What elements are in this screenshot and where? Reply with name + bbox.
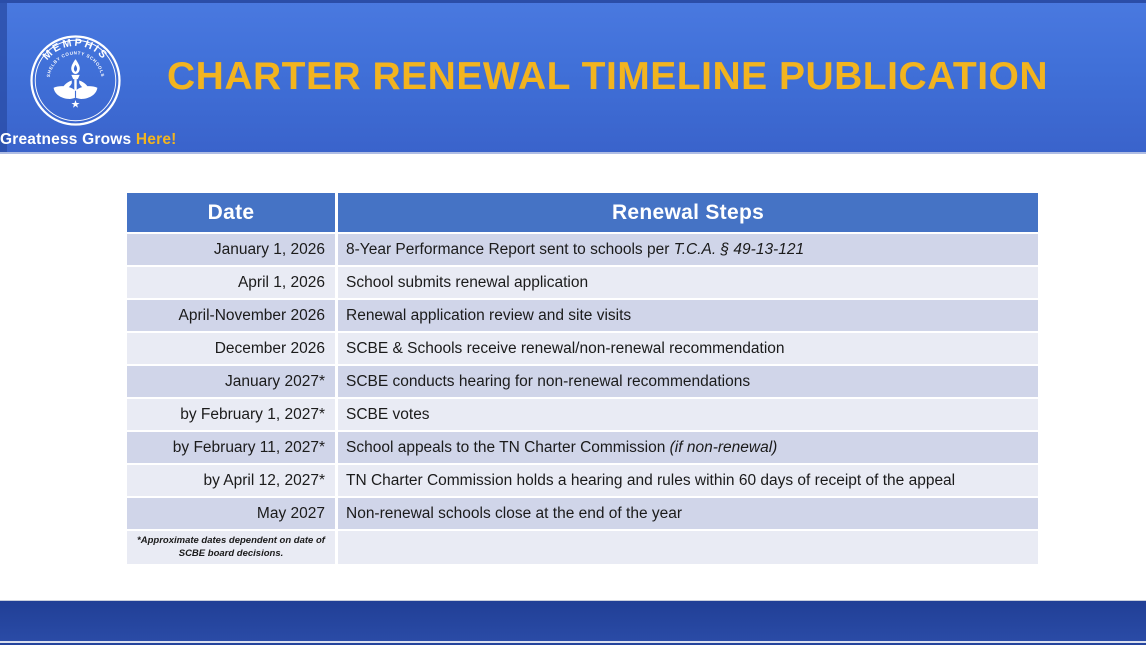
seal-arc-text-memphis: MEMPHIS (40, 37, 108, 63)
step-text: 8-Year Performance Report sent to school… (346, 240, 674, 258)
tagline-text: Greatness Grows (0, 131, 132, 148)
table-footnote-row: *Approximate dates dependent on date of … (127, 531, 1038, 564)
district-tagline: Greatness Grows Here! (0, 131, 176, 149)
table-header-row: Date Renewal Steps (127, 193, 1038, 232)
date-cell: by April 12, 2027* (127, 465, 335, 496)
tagline-accent: Here! (135, 131, 177, 148)
date-cell: April 1, 2026 (127, 267, 335, 298)
date-cell: by February 1, 2027* (127, 399, 335, 430)
steps-column-header: Renewal Steps (338, 193, 1038, 232)
step-cell: TN Charter Commission holds a hearing an… (338, 465, 1038, 496)
district-logo: MEMPHIS SHELBY COUNTY SCHOOLS (0, 8, 176, 149)
footer-divider-line (0, 641, 1146, 643)
footer-bar (0, 600, 1146, 645)
table-row: January 2027* SCBE conducts hearing for … (127, 366, 1038, 397)
table-row: by February 1, 2027* SCBE votes (127, 399, 1038, 430)
slide-content: Date Renewal Steps January 1, 2026 8-Yea… (0, 156, 1146, 600)
step-text: SCBE & Schools receive renewal/non-renew… (346, 339, 785, 357)
table-footnote: *Approximate dates dependent on date of … (127, 531, 335, 564)
district-seal-icon: MEMPHIS SHELBY COUNTY SCHOOLS (29, 35, 121, 126)
step-text: SCBE conducts hearing for non-renewal re… (346, 372, 751, 390)
step-cell: School appeals to the TN Charter Commiss… (338, 432, 1038, 463)
footer-bar-bottom (0, 643, 1146, 645)
date-cell: by February 11, 2027* (127, 432, 335, 463)
banner-top-edge (0, 0, 1146, 3)
step-text: School submits renewal application (346, 273, 589, 291)
step-cell: 8-Year Performance Report sent to school… (338, 234, 1038, 265)
banner-left-edge (0, 0, 7, 152)
date-cell: January 1, 2026 (127, 234, 335, 265)
svg-text:MEMPHIS: MEMPHIS (40, 37, 110, 63)
table-row: April-November 2026 Renewal application … (127, 300, 1038, 331)
step-text: SCBE votes (346, 405, 430, 423)
table-row: by February 11, 2027* School appeals to … (127, 432, 1038, 463)
date-cell: December 2026 (127, 333, 335, 364)
table-row: January 1, 2026 8-Year Performance Repor… (127, 234, 1038, 265)
step-text-italic: (if non-renewal) (669, 438, 778, 456)
step-cell: SCBE conducts hearing for non-renewal re… (338, 366, 1038, 397)
step-cell: SCBE votes (338, 399, 1038, 430)
step-cell: SCBE & Schools receive renewal/non-renew… (338, 333, 1038, 364)
date-cell: January 2027* (127, 366, 335, 397)
step-cell: School submits renewal application (338, 267, 1038, 298)
footer-bar-main (0, 600, 1146, 641)
empty-cell (338, 531, 1038, 564)
step-cell: Non-renewal schools close at the end of … (338, 498, 1038, 529)
table-row: by April 12, 2027* TN Charter Commission… (127, 465, 1038, 496)
step-cell: Renewal application review and site visi… (338, 300, 1038, 331)
step-text-italic: T.C.A. § 49-13-121 (673, 240, 805, 258)
step-text: School appeals to the TN Charter Commiss… (346, 438, 670, 456)
table-row: May 2027 Non-renewal schools close at th… (127, 498, 1038, 529)
step-text: Non-renewal schools close at the end of … (346, 504, 683, 522)
table-row: December 2026 SCBE & Schools receive ren… (127, 333, 1038, 364)
date-cell: May 2027 (127, 498, 335, 529)
header-banner: MEMPHIS SHELBY COUNTY SCHOOLS (0, 0, 1146, 154)
step-text: TN Charter Commission holds a hearing an… (346, 471, 956, 489)
slide-title: CHARTER RENEWAL TIMELINE PUBLICATION (167, 55, 1049, 98)
date-cell: April-November 2026 (127, 300, 335, 331)
step-text: Renewal application review and site visi… (346, 306, 632, 324)
timeline-table: Date Renewal Steps January 1, 2026 8-Yea… (124, 191, 1041, 566)
date-column-header: Date (127, 193, 335, 232)
table-row: April 1, 2026 School submits renewal app… (127, 267, 1038, 298)
